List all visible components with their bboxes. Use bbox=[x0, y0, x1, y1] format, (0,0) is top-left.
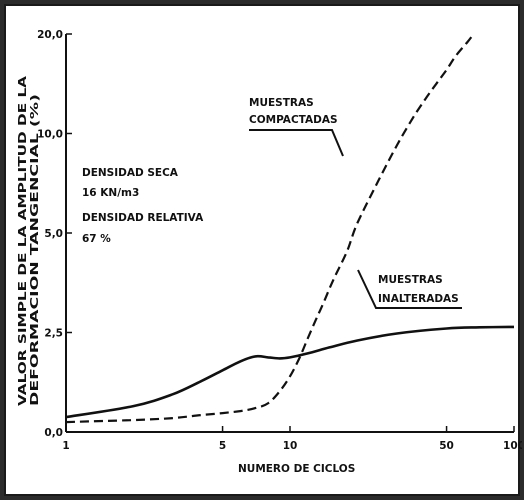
y-tick-label: 10,0 bbox=[37, 129, 63, 141]
series-line-muestras-inalteradas bbox=[65, 325, 515, 419]
annotation-density-relative-value: 67 % bbox=[82, 233, 111, 245]
series-layer bbox=[65, 33, 515, 424]
series-line-muestras-compactadas bbox=[65, 33, 475, 424]
x-tick-label: 100 bbox=[503, 440, 522, 452]
x-tick-label: 5 bbox=[219, 440, 226, 452]
annotation-density-dry: DENSIDAD SECA bbox=[82, 167, 179, 179]
legend-compactadas-pointer bbox=[249, 129, 344, 157]
y-axis-label-line1: VALOR SIMPLE DE LA AMPLITUD DE LA bbox=[17, 75, 29, 406]
y-tick-label: 2,5 bbox=[44, 328, 63, 340]
legend-inalteradas-line1: MUESTRAS bbox=[378, 274, 443, 286]
legend-compactadas-line2: COMPACTADAS bbox=[249, 114, 338, 126]
chart: 1 5 10 50 100 0,0 2,5 5,0 10,0 20,0 DENSIDAD SECA… bbox=[17, 29, 522, 475]
axes bbox=[65, 34, 514, 433]
y-tick-label: 0,0 bbox=[44, 427, 63, 439]
y-tick-label: 5,0 bbox=[44, 228, 63, 240]
y-tick-label: 20,0 bbox=[37, 29, 63, 41]
x-tick-label: 1 bbox=[62, 440, 69, 452]
annotation-density-relative: DENSIDAD RELATIVA bbox=[82, 212, 204, 224]
x-tick-label: 10 bbox=[283, 440, 298, 452]
annotation-density-dry-value: 16 KN/m3 bbox=[82, 187, 139, 199]
legend-compactadas-line1: MUESTRAS bbox=[249, 97, 314, 109]
legend-inalteradas-line2: INALTERADAS bbox=[378, 293, 459, 305]
notes: DENSIDAD SECA 16 KN/m3 DENSIDAD RELATIVA… bbox=[17, 75, 462, 475]
legend-inalteradas-pointer bbox=[357, 269, 462, 309]
x-axis-label: NUMERO DE CICLOS bbox=[238, 463, 355, 475]
y-axis-label-line2: DEFORMACION TANGENCIAL (%) bbox=[29, 94, 41, 406]
ticks: 1 5 10 50 100 0,0 2,5 5,0 10,0 20,0 bbox=[37, 29, 522, 452]
x-tick-label: 50 bbox=[439, 440, 454, 452]
chart-frame: 1 5 10 50 100 0,0 2,5 5,0 10,0 20,0 DENSIDAD SECA… bbox=[4, 4, 522, 496]
